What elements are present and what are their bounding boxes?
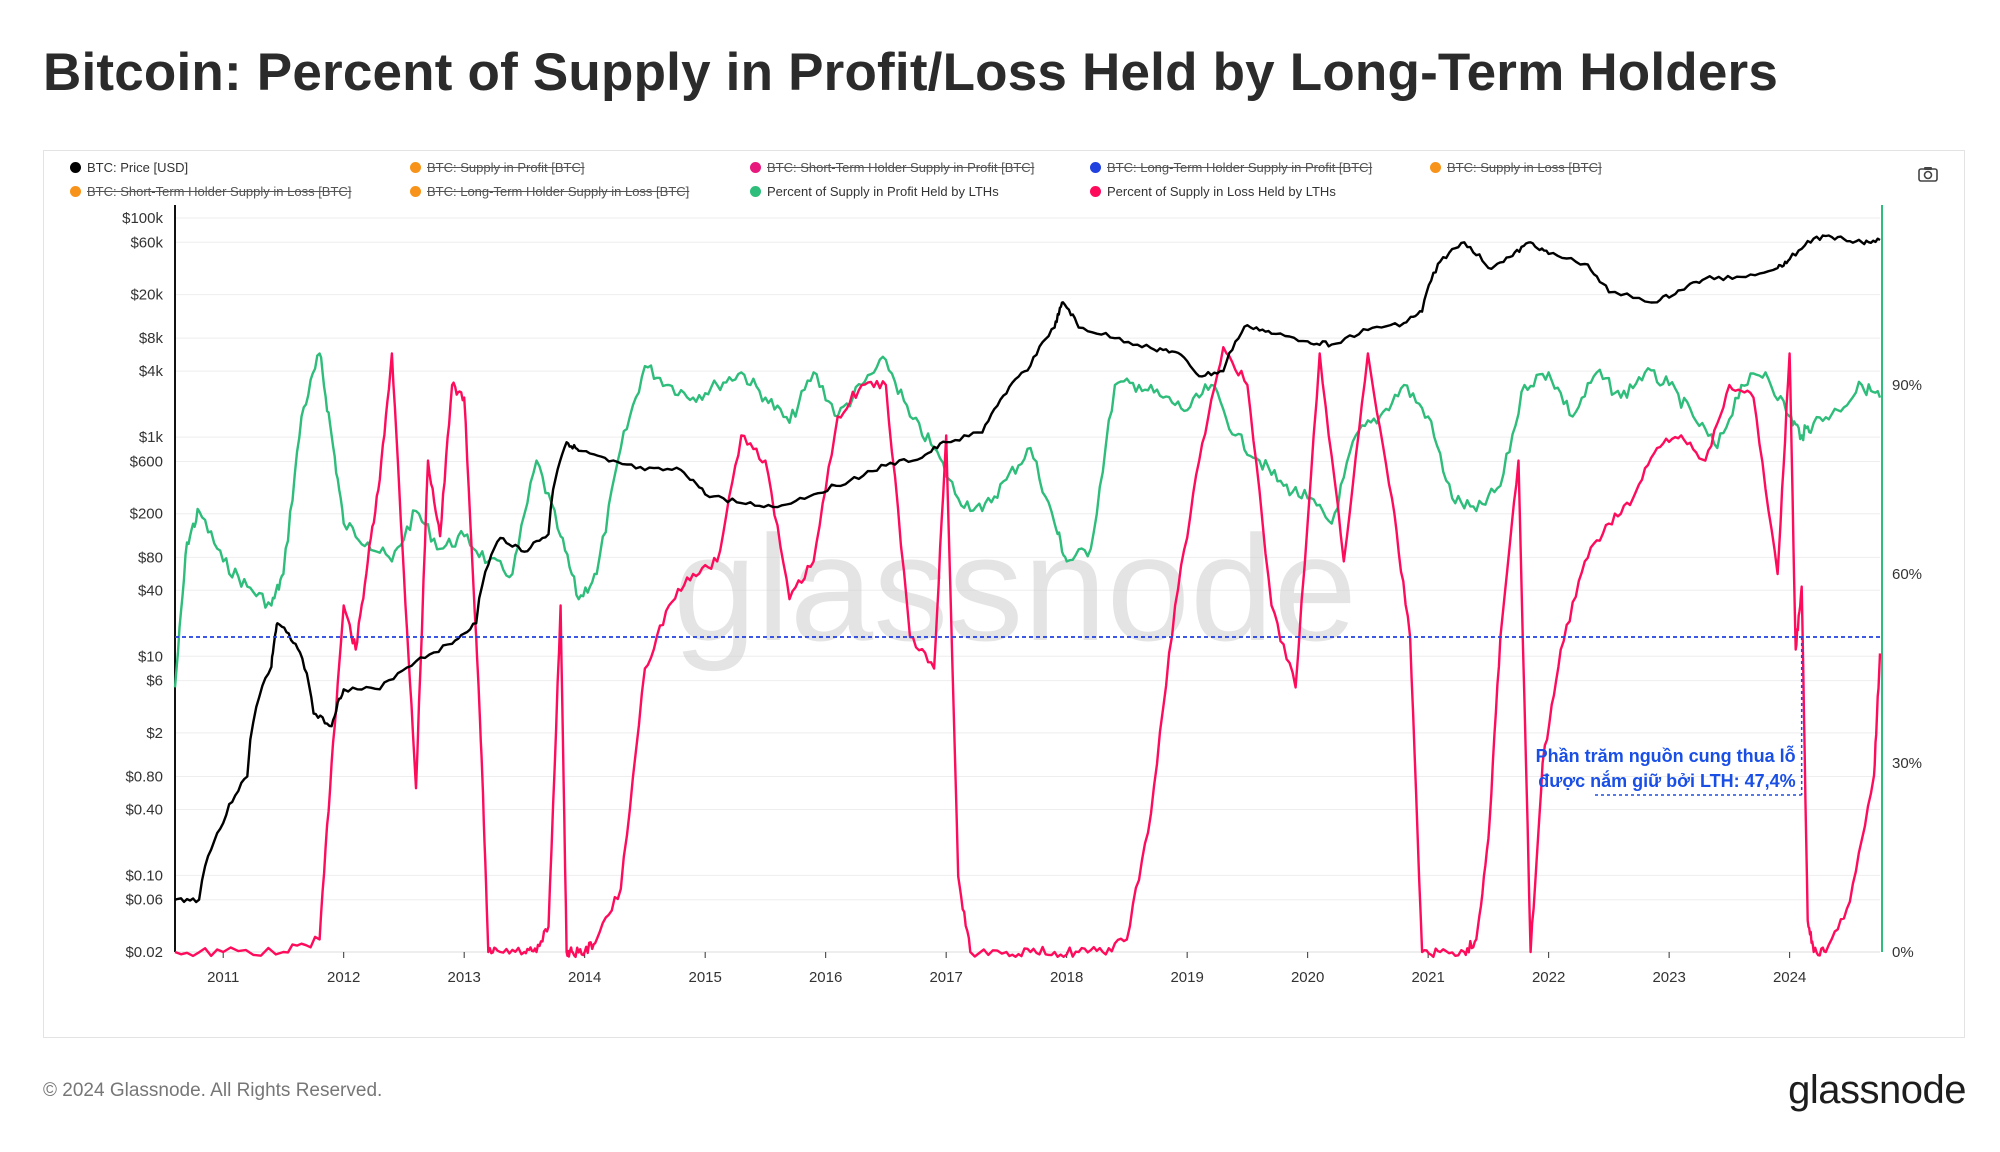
y-left-tick-label: $600 bbox=[130, 453, 163, 470]
y-left-tick-label: $1k bbox=[139, 429, 164, 446]
x-tick-label: 2016 bbox=[809, 969, 842, 986]
x-tick-label: 2022 bbox=[1532, 969, 1565, 986]
series-lth-loss-line bbox=[174, 346, 1882, 959]
chart-frame bbox=[43, 150, 1965, 1038]
y-left-tick-label: $0.80 bbox=[125, 768, 163, 785]
x-tick-label: 2011 bbox=[207, 969, 239, 986]
legend-label: BTC: Long-Term Holder Supply in Loss [BT… bbox=[427, 184, 690, 199]
y-right-tick-label: 0% bbox=[1892, 944, 1914, 961]
legend-item-3[interactable]: BTC: Long-Term Holder Supply in Profit [… bbox=[1090, 160, 1372, 175]
legend-item-0[interactable]: BTC: Price [USD] bbox=[70, 160, 188, 175]
x-tick-label: 2013 bbox=[447, 969, 480, 986]
series-lth-profit-line bbox=[173, 352, 1882, 688]
legend-item-4[interactable]: BTC: Supply in Loss [BTC] bbox=[1430, 160, 1602, 175]
y-left-tick-label: $100k bbox=[122, 210, 163, 227]
x-tick-label: 2017 bbox=[929, 969, 962, 986]
legend-dot-icon bbox=[750, 162, 761, 173]
copyright-footer: © 2024 Glassnode. All Rights Reserved. bbox=[43, 1080, 383, 1101]
y-left-tick-label: $60k bbox=[130, 234, 163, 251]
y-left-tick-label: $8k bbox=[139, 330, 164, 347]
legend-item-2[interactable]: BTC: Short-Term Holder Supply in Profit … bbox=[750, 160, 1034, 175]
y-right-tick-label: 30% bbox=[1892, 755, 1922, 772]
y-left-tick-label: $0.06 bbox=[125, 892, 163, 909]
camera-icon[interactable] bbox=[1918, 166, 1938, 182]
x-tick-label: 2014 bbox=[568, 969, 601, 986]
legend-label: Percent of Supply in Loss Held by LTHs bbox=[1107, 184, 1336, 199]
x-tick-label: 2024 bbox=[1773, 969, 1806, 986]
legend-item-8[interactable]: Percent of Supply in Loss Held by LTHs bbox=[1090, 184, 1336, 199]
watermark-text: glassnode bbox=[673, 504, 1357, 672]
y-left-tick-label: $200 bbox=[130, 506, 163, 523]
legend-item-5[interactable]: BTC: Short-Term Holder Supply in Loss [B… bbox=[70, 184, 351, 199]
legend-label: BTC: Short-Term Holder Supply in Loss [B… bbox=[87, 184, 352, 199]
legend-label: BTC: Supply in Loss [BTC] bbox=[1447, 160, 1602, 175]
legend-dot-icon bbox=[70, 186, 81, 197]
y-right-tick-label: 90% bbox=[1892, 377, 1922, 394]
brand-logo: glassnode bbox=[1788, 1068, 1966, 1112]
chart-legend: BTC: Price [USD] BTC: Supply in Profit [B… bbox=[70, 160, 1870, 210]
x-tick-label: 2015 bbox=[688, 969, 721, 986]
y-left-tick-label: $10 bbox=[138, 648, 163, 665]
y-left-tick-label: $2 bbox=[146, 725, 163, 742]
legend-dot-icon bbox=[410, 186, 421, 197]
x-tick-label: 2018 bbox=[1050, 969, 1083, 986]
legend-label: BTC: Long-Term Holder Supply in Profit [… bbox=[1107, 160, 1373, 175]
y-left-tick-label: $40 bbox=[138, 582, 163, 599]
legend-item-6[interactable]: BTC: Long-Term Holder Supply in Loss [BT… bbox=[410, 184, 689, 199]
legend-label: BTC: Short-Term Holder Supply in Profit … bbox=[767, 160, 1035, 175]
legend-dot-icon bbox=[1090, 162, 1101, 173]
y-left-tick-label: $0.40 bbox=[125, 801, 163, 818]
legend-label: Percent of Supply in Profit Held by LTHs bbox=[767, 184, 999, 199]
annotation-line2: được nắm giữ bởi LTH: 47,4% bbox=[1538, 770, 1795, 791]
legend-dot-icon bbox=[410, 162, 421, 173]
x-tick-label: 2020 bbox=[1291, 969, 1324, 986]
series-price-line bbox=[174, 234, 1881, 904]
x-tick-label: 2023 bbox=[1652, 969, 1685, 986]
y-left-tick-label: $6 bbox=[146, 673, 163, 690]
legend-label: BTC: Price [USD] bbox=[87, 160, 189, 175]
legend-label: BTC: Supply in Profit [BTC] bbox=[427, 160, 585, 175]
legend-dot-icon bbox=[1090, 186, 1101, 197]
legend-item-1[interactable]: BTC: Supply in Profit [BTC] bbox=[410, 160, 585, 175]
x-tick-label: 2021 bbox=[1411, 969, 1444, 986]
legend-item-7[interactable]: Percent of Supply in Profit Held by LTHs bbox=[750, 184, 999, 199]
page-title: Bitcoin: Percent of Supply in Profit/Los… bbox=[43, 43, 1779, 102]
legend-dot-icon bbox=[750, 186, 761, 197]
y-right-tick-label: 60% bbox=[1892, 566, 1922, 583]
y-left-tick-label: $4k bbox=[139, 363, 164, 380]
y-left-tick-label: $80 bbox=[138, 549, 163, 566]
x-tick-label: 2019 bbox=[1170, 969, 1203, 986]
y-left-tick-label: $0.10 bbox=[125, 867, 163, 884]
legend-dot-icon bbox=[1430, 162, 1441, 173]
legend-dot-icon bbox=[70, 162, 81, 173]
x-tick-label: 2012 bbox=[327, 969, 360, 986]
y-left-tick-label: $0.02 bbox=[125, 944, 163, 961]
annotation-line1: Phần trăm nguồn cung thua lỗ bbox=[1536, 745, 1796, 766]
y-left-tick-label: $20k bbox=[130, 287, 163, 304]
